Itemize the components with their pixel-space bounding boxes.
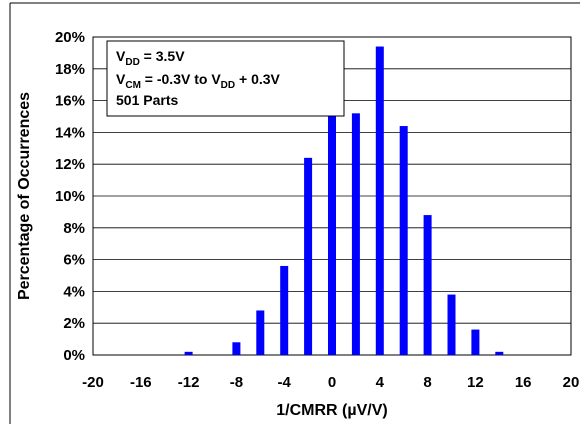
bars	[184, 46, 504, 355]
legend-box-frame	[106, 40, 345, 117]
bar--2	[304, 157, 313, 355]
y-tick-label: 20%	[55, 29, 85, 46]
legend-line-vcm: VCM = -0.3V to VDD + 0.3V	[116, 71, 281, 91]
x-tick-label: 20	[563, 374, 580, 391]
legend-line-parts: 501 Parts	[116, 92, 178, 108]
x-tick-label: 16	[515, 374, 532, 391]
bar--4	[280, 265, 289, 355]
bar-8	[423, 215, 432, 355]
y-tick-label: 8%	[63, 220, 85, 237]
legend-box: VDD = 3.5V VCM = -0.3V to VDD + 0.3V 501…	[106, 40, 345, 117]
bar-10	[447, 294, 456, 355]
x-tick-label: -16	[130, 374, 152, 391]
bar-12	[471, 329, 480, 355]
y-tick-label: 4%	[63, 283, 85, 300]
x-tick-label: -20	[82, 374, 104, 391]
bar--12	[184, 351, 193, 355]
y-tick-label: 14%	[55, 124, 85, 141]
x-tick-label: 0	[328, 374, 336, 391]
y-tick-label: 10%	[55, 188, 85, 205]
bar-2	[351, 113, 360, 355]
y-tick-label: 6%	[63, 252, 85, 269]
bar--6	[256, 310, 265, 355]
x-tick-label: -8	[230, 374, 243, 391]
y-tick-label: 18%	[55, 61, 85, 78]
bar-6	[399, 126, 408, 355]
bar-0	[328, 116, 336, 355]
x-tick-label: 4	[376, 374, 385, 391]
y-tick-label: 0%	[63, 347, 85, 364]
x-axis-label: 1/CMRR (µV/V)	[276, 402, 387, 419]
y-axis-label: Percentage of Occurrences	[16, 92, 33, 300]
bar--8	[232, 342, 241, 355]
y-tick-labels: 0% 2% 4% 6% 8% 10% 12% 14% 16% 18% 20%	[55, 29, 85, 364]
bar-4	[375, 46, 384, 355]
x-tick-label: 12	[467, 374, 484, 391]
x-tick-label: -4	[278, 374, 292, 391]
x-tick-label: 8	[423, 374, 431, 391]
y-tick-label: 16%	[55, 93, 85, 110]
y-tick-label: 2%	[63, 315, 85, 332]
bar-14	[495, 351, 504, 355]
y-tick-label: 12%	[55, 156, 85, 173]
x-tick-label: -12	[178, 374, 200, 391]
legend-line-vdd: VDD = 3.5V	[116, 48, 185, 68]
x-tick-labels: -20 -16 -12 -8 -4 0 4 8 12 16 20	[82, 374, 579, 391]
